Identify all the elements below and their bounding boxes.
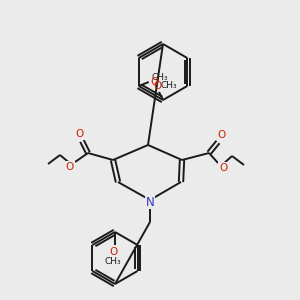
Text: O: O (76, 129, 84, 139)
Text: N: N (146, 196, 154, 208)
Text: CH₃: CH₃ (160, 80, 177, 89)
Text: O: O (218, 130, 226, 140)
Text: O: O (109, 247, 117, 257)
Text: O: O (219, 163, 227, 173)
Text: O: O (151, 77, 159, 87)
Text: CH₃: CH₃ (105, 256, 121, 266)
Text: O: O (153, 81, 161, 91)
Text: O: O (66, 162, 74, 172)
Text: CH₃: CH₃ (152, 74, 168, 82)
